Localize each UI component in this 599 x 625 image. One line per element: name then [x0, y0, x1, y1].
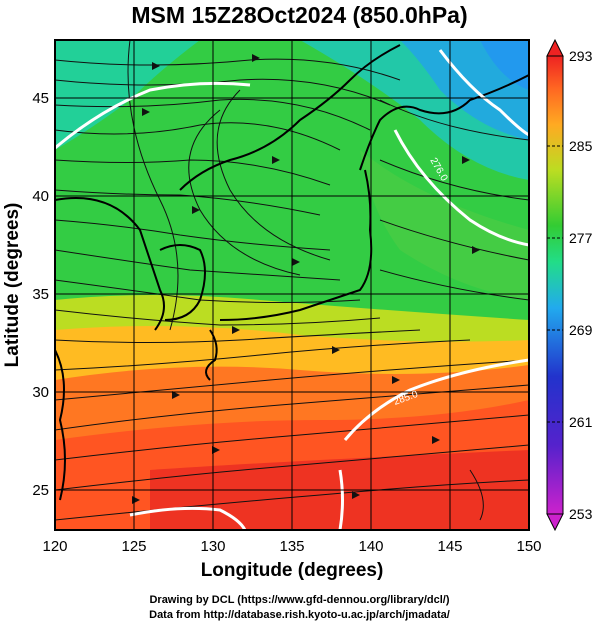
colorbar-body — [546, 55, 564, 515]
coastlines — [55, 44, 529, 501]
colorbar-label: 285 — [569, 138, 593, 154]
y-tick-label: 40 — [32, 188, 49, 205]
colorbar-top-triangle — [546, 38, 564, 57]
white-contours — [55, 49, 529, 530]
lat-lon-grid — [55, 40, 529, 530]
x-tick-label: 125 — [121, 538, 146, 555]
colorbar-label: 277 — [569, 230, 593, 246]
colorbar-label: 261 — [569, 414, 593, 430]
x-tick-label: 145 — [437, 538, 462, 555]
streamline-arrows — [132, 54, 480, 504]
colorbar-label: 293 — [569, 48, 593, 64]
y-tick-label: 30 — [32, 384, 49, 401]
colorbar-bottom-triangle — [546, 513, 564, 532]
colorbar-label: 253 — [569, 506, 593, 522]
x-tick-label: 140 — [358, 538, 383, 555]
y-axis-label: Latitude (degrees) — [2, 203, 23, 368]
map-frame — [54, 39, 530, 531]
y-tick-label: 35 — [32, 286, 49, 303]
credit-drawing: Drawing by DCL (https://www.gfd-dennou.o… — [149, 594, 450, 606]
x-tick-label: 135 — [279, 538, 304, 555]
colorbar: 293 285 277 269 261 253 — [546, 38, 593, 532]
page-title: MSM 15Z28Oct2024 (850.0hPa) — [131, 2, 468, 28]
x-tick-label: 150 — [516, 538, 541, 555]
y-tick-label: 25 — [32, 482, 49, 499]
y-axis: 25 30 35 40 45 Latitude (degrees) — [2, 90, 49, 499]
y-tick-label: 45 — [32, 90, 49, 107]
x-axis-label: Longitude (degrees) — [201, 560, 384, 581]
credit-data: Data from http://database.rish.kyoto-u.a… — [149, 609, 450, 621]
x-tick-label: 130 — [200, 538, 225, 555]
x-axis: 120 125 130 135 140 145 150 Longitude (d… — [42, 538, 541, 581]
colorbar-label: 269 — [569, 322, 593, 338]
x-tick-label: 120 — [42, 538, 67, 555]
